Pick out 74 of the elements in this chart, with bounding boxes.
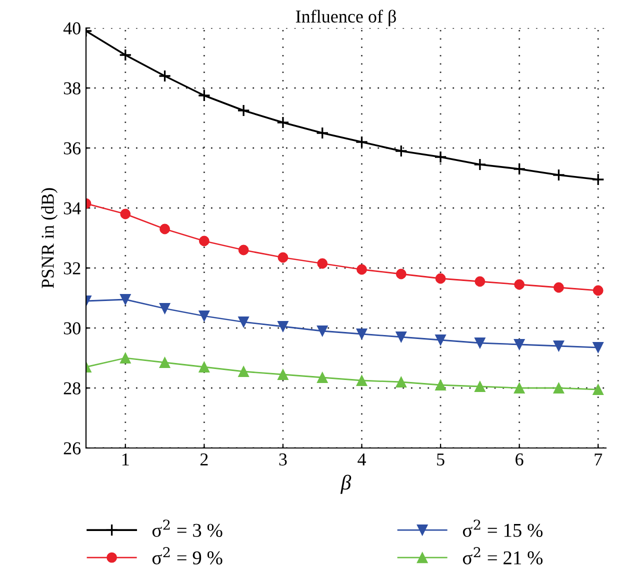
- point: [396, 268, 406, 280]
- x-tick-label: 2: [200, 453, 208, 466]
- point: [316, 325, 328, 337]
- x-tick-label: 4: [358, 454, 366, 466]
- legend-label: σ$^{2}$ = 21 %: [462, 547, 543, 564]
- point: [119, 48, 132, 62]
- point: [592, 173, 605, 186]
- y-tick-label: 36: [64, 142, 81, 154]
- point: [316, 372, 328, 384]
- point: [198, 361, 210, 373]
- legend-label: σ$^{2}$ = 15 %: [462, 520, 543, 537]
- point: [435, 273, 446, 284]
- point: [592, 384, 604, 396]
- point: [198, 310, 210, 322]
- point: [238, 244, 249, 256]
- point: [238, 366, 250, 378]
- point: [160, 224, 170, 234]
- x-axis-title: β: [340, 474, 352, 494]
- x-tick-label: 5: [437, 454, 444, 466]
- point: [394, 144, 408, 158]
- y-tick-label: 32: [64, 262, 80, 274]
- point: [396, 331, 407, 343]
- y-tick-label: 40: [63, 22, 80, 34]
- y-tick-label: 26: [64, 442, 81, 454]
- point: [434, 150, 447, 164]
- point: [553, 382, 564, 394]
- point: [553, 340, 564, 352]
- point: [356, 328, 368, 340]
- point: [592, 285, 604, 296]
- legend-label: σ$^{2}$ = 9 %: [152, 547, 222, 564]
- point: [120, 294, 131, 306]
- point: [512, 162, 526, 176]
- x-tick-label: 3: [279, 453, 287, 466]
- point: [434, 334, 446, 346]
- point: [552, 168, 566, 182]
- point: [316, 126, 329, 140]
- point: [238, 316, 250, 328]
- point: [120, 352, 131, 364]
- point: [474, 337, 486, 349]
- point: [592, 342, 604, 354]
- point: [554, 282, 564, 293]
- point: [237, 104, 250, 117]
- point: [317, 258, 328, 269]
- y-tick-label: 30: [64, 322, 80, 334]
- x-tick-label: 1: [122, 453, 129, 466]
- point: [474, 158, 486, 171]
- y-axis-title: PSNR in (dB): [41, 188, 58, 288]
- legend-label: σ$^{2}$ = 3 %: [152, 520, 222, 537]
- point: [514, 382, 525, 394]
- point: [158, 70, 172, 82]
- point: [356, 264, 367, 275]
- point: [514, 279, 525, 290]
- point: [434, 379, 446, 391]
- y-tick-label: 28: [64, 382, 80, 394]
- x-tick-label: 6: [516, 453, 524, 466]
- point: [198, 89, 211, 102]
- x-tick-label: 7: [594, 454, 602, 466]
- point: [120, 208, 131, 220]
- y-tick-label: 38: [64, 82, 80, 94]
- point: [277, 320, 289, 332]
- point: [474, 380, 486, 392]
- point: [396, 376, 407, 388]
- point: [159, 356, 170, 368]
- point: [514, 338, 525, 350]
- point: [278, 252, 288, 263]
- point: [356, 374, 368, 386]
- point: [198, 236, 210, 246]
- point: [355, 136, 368, 148]
- point: [474, 276, 486, 287]
- point: [159, 302, 170, 314]
- y-tick-label: 34: [64, 202, 81, 214]
- chart-title: Influence of β: [296, 10, 396, 26]
- point: [277, 368, 289, 380]
- point: [276, 116, 290, 129]
